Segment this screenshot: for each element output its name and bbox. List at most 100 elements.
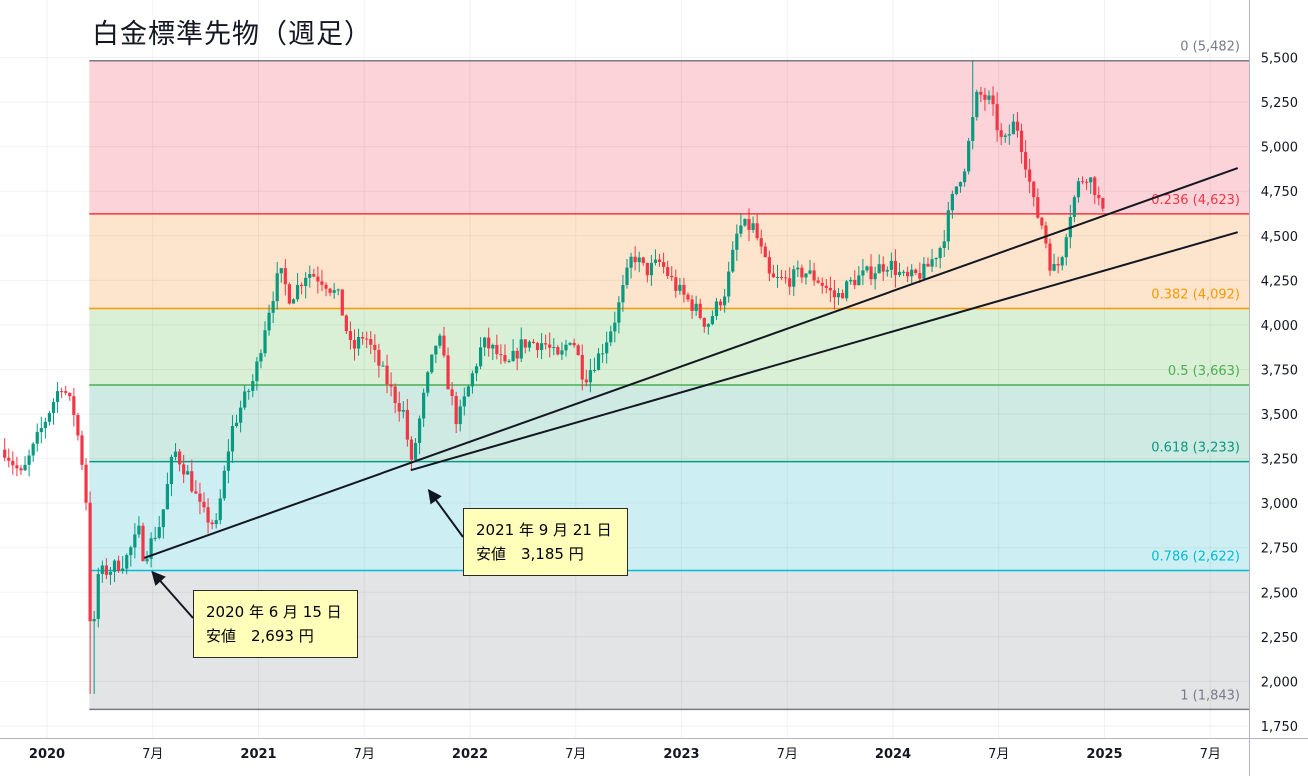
candle-body bbox=[629, 256, 633, 268]
candle-body bbox=[609, 331, 613, 343]
candle-body bbox=[426, 372, 430, 393]
candle-body bbox=[1011, 121, 1015, 135]
candle-body bbox=[926, 263, 930, 267]
candle-body bbox=[710, 316, 715, 325]
x-tick-label: 2022 bbox=[452, 747, 488, 762]
candle-body bbox=[35, 432, 39, 444]
x-tick-label: 2020 bbox=[29, 747, 65, 762]
arrow-2020-low bbox=[151, 570, 194, 619]
candle-body bbox=[645, 262, 649, 276]
candle-body bbox=[149, 538, 153, 559]
candle-body bbox=[592, 370, 597, 372]
candle-body bbox=[515, 350, 519, 359]
candle-body bbox=[422, 392, 426, 419]
candle-body bbox=[373, 344, 377, 350]
candle-body bbox=[267, 312, 271, 331]
candle-body bbox=[714, 301, 719, 317]
trendline-1 bbox=[143, 167, 1239, 559]
candle-body bbox=[792, 269, 796, 287]
candle-body bbox=[300, 284, 304, 287]
x-tick-label: 2023 bbox=[663, 747, 699, 762]
candle-body bbox=[702, 317, 706, 327]
candle-body bbox=[60, 391, 64, 393]
candle-body bbox=[51, 401, 56, 413]
candle-body bbox=[694, 303, 698, 311]
x-tick-label: 2021 bbox=[240, 747, 276, 762]
annotation-2021-low: 2021 年 9 月 21 日 安値 3,185 円 bbox=[463, 508, 628, 576]
candle-body bbox=[812, 270, 816, 281]
candle-body bbox=[857, 275, 861, 286]
candle-body bbox=[832, 290, 837, 298]
candle-body bbox=[849, 279, 853, 282]
x-tick-label: 7月 bbox=[777, 747, 798, 762]
candle-body bbox=[743, 218, 747, 226]
candle-body bbox=[881, 264, 885, 272]
candle-body bbox=[92, 618, 96, 622]
y-tick-label: 5,000 bbox=[1261, 141, 1298, 156]
candle-body bbox=[568, 342, 572, 345]
y-tick-label: 3,500 bbox=[1261, 408, 1298, 423]
candle-body bbox=[1072, 197, 1077, 217]
candle-body bbox=[507, 361, 511, 363]
candle-body bbox=[617, 302, 621, 323]
candle-body bbox=[454, 395, 458, 425]
candle-body bbox=[47, 412, 52, 422]
candle-body bbox=[950, 193, 954, 211]
candle-body bbox=[906, 271, 910, 277]
candle-body bbox=[539, 343, 544, 351]
candle-body bbox=[625, 267, 629, 286]
candle-body bbox=[218, 498, 222, 521]
candle-body bbox=[572, 342, 576, 346]
candle-body bbox=[239, 407, 243, 423]
y-tick-label: 3,250 bbox=[1261, 453, 1298, 468]
candle-body bbox=[967, 140, 971, 172]
candle-body bbox=[775, 277, 780, 279]
candle-body bbox=[1097, 195, 1101, 199]
candle-body bbox=[991, 95, 995, 105]
candle-body bbox=[234, 422, 239, 427]
candle-body bbox=[922, 263, 926, 279]
candle-body bbox=[942, 241, 946, 249]
candle-body bbox=[918, 273, 922, 279]
candle-body bbox=[987, 95, 991, 100]
candle-body bbox=[312, 274, 316, 277]
candle-body bbox=[157, 527, 161, 538]
candle-body bbox=[690, 299, 694, 311]
candle-body bbox=[96, 574, 100, 619]
candle-body bbox=[1023, 152, 1028, 170]
candle-body bbox=[121, 568, 125, 571]
candle-body bbox=[446, 355, 450, 390]
candle-body bbox=[971, 117, 975, 141]
candle-body bbox=[706, 324, 710, 327]
fib-label-0.786: 0.786 (2,622) bbox=[1151, 550, 1240, 565]
candle-body bbox=[499, 354, 503, 356]
candle-body bbox=[328, 288, 332, 293]
candle-body bbox=[739, 225, 743, 234]
candle-body bbox=[576, 345, 580, 355]
candle-body bbox=[259, 353, 263, 362]
candle-body bbox=[767, 257, 771, 274]
y-tick-label: 3,750 bbox=[1261, 363, 1298, 378]
candle-body bbox=[1056, 264, 1060, 266]
y-tick-label: 4,250 bbox=[1261, 274, 1298, 289]
candle-body bbox=[1076, 181, 1081, 198]
candle-body bbox=[580, 354, 584, 380]
candle-body bbox=[531, 341, 536, 344]
candle-body bbox=[279, 268, 283, 274]
candle-body bbox=[214, 520, 218, 525]
candle-body bbox=[804, 273, 808, 278]
candle-body bbox=[682, 284, 686, 295]
candle-body bbox=[295, 284, 300, 300]
candle-body bbox=[869, 266, 873, 280]
candle-body bbox=[544, 343, 548, 345]
candle-body bbox=[633, 256, 637, 263]
fib-label-0.382: 0.382 (4,092) bbox=[1151, 287, 1240, 302]
candle-body bbox=[397, 403, 401, 412]
candle-body bbox=[413, 443, 418, 460]
candle-body bbox=[263, 330, 267, 354]
candle-body bbox=[365, 338, 369, 340]
candle-body bbox=[523, 339, 527, 348]
candle-body bbox=[1032, 181, 1036, 198]
candle-body bbox=[938, 248, 942, 259]
